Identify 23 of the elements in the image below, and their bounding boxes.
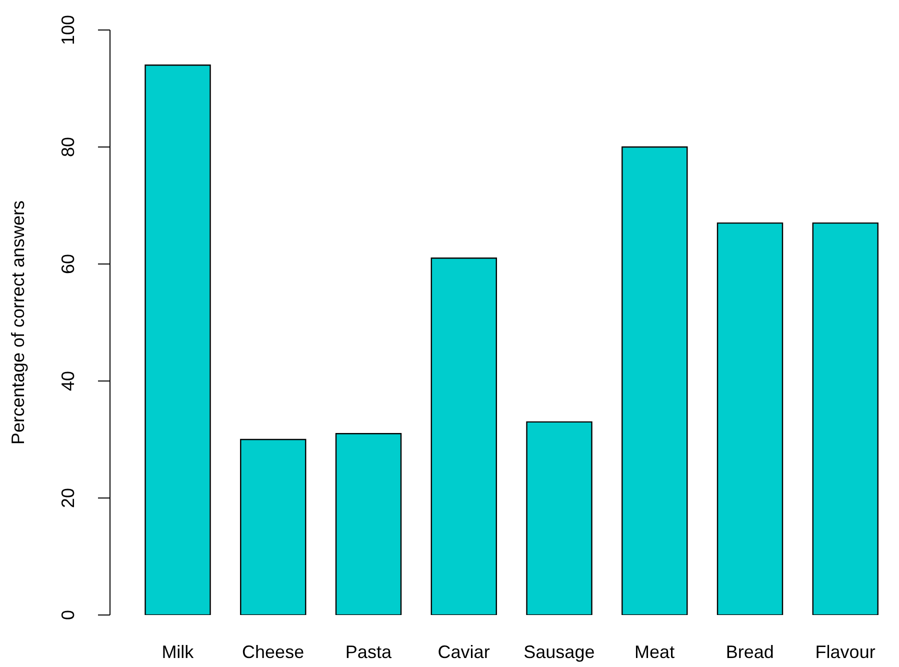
y-tick-label: 60 [58,254,78,274]
bar [240,438,306,615]
bar [812,222,878,615]
y-tick-label: 0 [58,610,78,620]
x-tick-label: Sausage [524,642,595,662]
bar [144,64,211,615]
x-tick-label: Caviar [438,642,490,662]
x-tick-label: Bread [726,642,774,662]
y-tick-label: 20 [58,488,78,508]
x-tick-label: Pasta [345,642,392,662]
bar [526,421,592,615]
y-tick-label: 80 [58,136,78,158]
x-tick-label: Cheese [242,642,304,662]
bar [622,146,688,615]
x-tick-label: Meat [634,642,675,662]
bar [430,258,497,615]
x-tick-label: Milk [162,642,195,662]
x-tick-label: Flavour [815,642,876,662]
y-tick-label: 40 [58,370,78,392]
y-tick-label: 100 [58,14,78,46]
y-axis-title: Percentage of correct answers [8,200,28,445]
bar [716,222,784,615]
bar [335,433,402,615]
